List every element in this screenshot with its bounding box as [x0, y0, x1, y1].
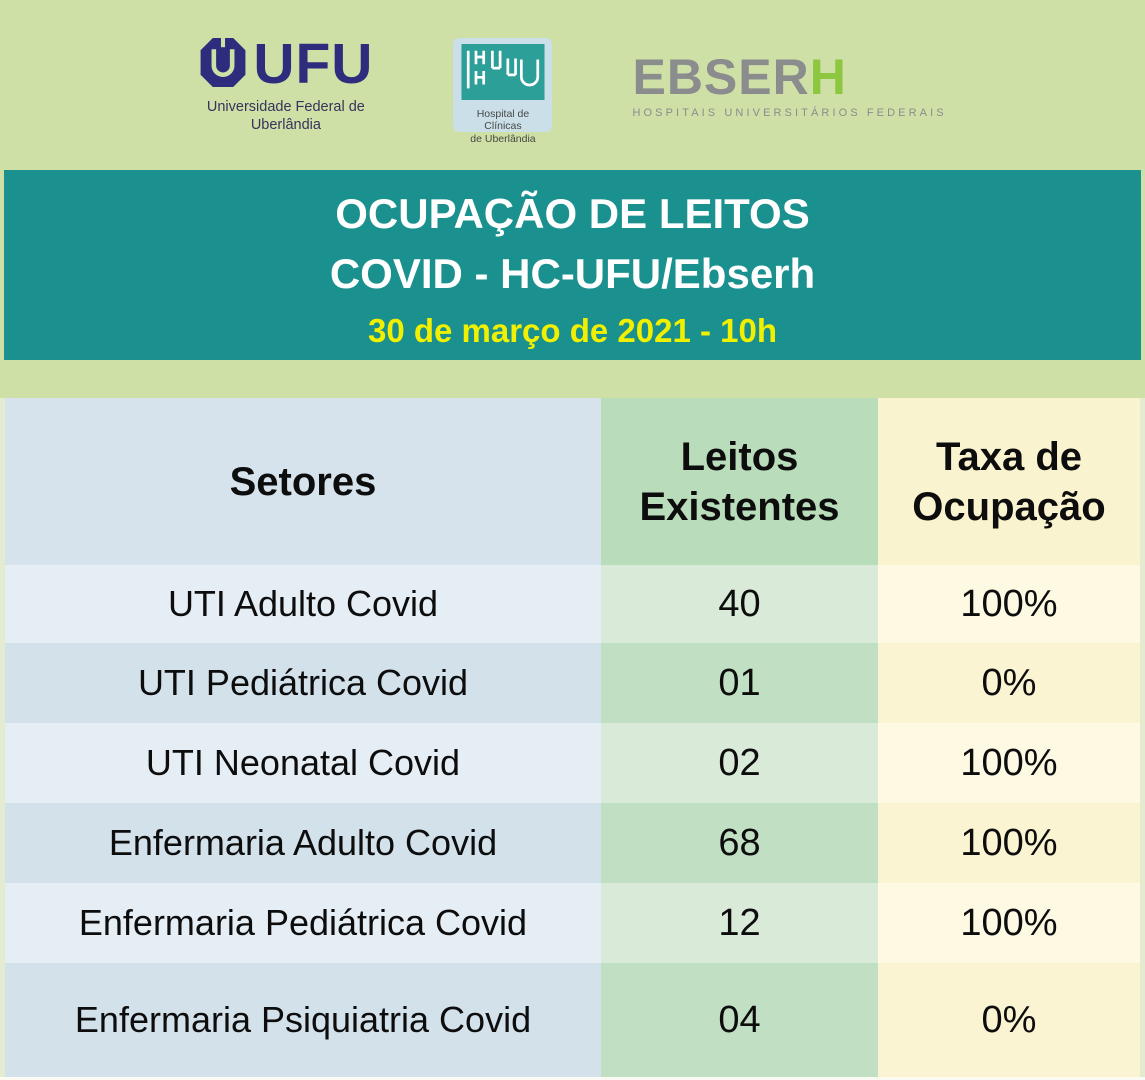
logo-header: UFU Universidade Federal de Uberlândia [0, 0, 1145, 170]
ebserh-tagline: HOSPITAIS UNIVERSITÁRIOS FEDERAIS [632, 106, 947, 119]
hc-logo: Hospital de Clínicas de Uberlândia [453, 38, 553, 145]
ufu-acronym: UFU [253, 32, 374, 97]
taxa-cell: 100% [878, 803, 1140, 883]
hc-caption-line1: Hospital de Clínicas [476, 108, 530, 133]
taxa-cell: 0% [878, 963, 1140, 1077]
setor-cell: Enfermaria Adulto Covid [5, 803, 601, 883]
setor-cell: UTI Pediátrica Covid [5, 643, 601, 723]
setor-cell: Enfermaria Psiquiatria Covid [5, 963, 601, 1077]
leitos-cell: 01 [601, 643, 878, 723]
ufu-logo: UFU Universidade Federal de Uberlândia [198, 36, 373, 134]
table-header-row: Setores Leitos Existentes Taxa de Ocupaç… [5, 398, 1140, 565]
table-row: UTI Pediátrica Covid 01 0% [5, 643, 1140, 723]
setor-cell: UTI Adulto Covid [5, 565, 601, 643]
bottom-edge [0, 1077, 1145, 1080]
header-taxa: Taxa de Ocupação [878, 398, 1140, 565]
header-leitos: Leitos Existentes [601, 398, 878, 565]
ebserh-name-green: H [809, 48, 847, 105]
taxa-cell: 100% [878, 883, 1140, 963]
table-row: UTI Neonatal Covid 02 100% [5, 723, 1140, 803]
taxa-cell: 100% [878, 565, 1140, 643]
ebserh-name-gray: EBSER [632, 48, 810, 105]
table-row: UTI Adulto Covid 40 100% [5, 565, 1140, 643]
taxa-cell: 100% [878, 723, 1140, 803]
leitos-cell: 04 [601, 963, 878, 1077]
ufu-caption-line2: Uberlândia [250, 117, 321, 133]
title-banner: OCUPAÇÃO DE LEITOS COVID - HC-UFU/Ebserh… [4, 170, 1141, 360]
table-row: Enfermaria Pediátrica Covid 12 100% [5, 883, 1140, 963]
leitos-cell: 68 [601, 803, 878, 883]
banner-title-line1: OCUPAÇÃO DE LEITOS [335, 190, 810, 237]
banner-date: 30 de março de 2021 - 10h [367, 312, 778, 349]
ufu-emblem-icon [198, 36, 248, 94]
leitos-cell: 40 [601, 565, 878, 643]
header-setores: Setores [5, 398, 601, 565]
occupancy-table: Setores Leitos Existentes Taxa de Ocupaç… [0, 398, 1145, 1077]
hc-caption-line2: de Uberlândia [470, 132, 536, 145]
table-row: Enfermaria Psiquiatria Covid 04 0% [5, 963, 1140, 1077]
table-row: Enfermaria Adulto Covid 68 100% [5, 803, 1140, 883]
banner-title-line2: COVID - HC-UFU/Ebserh [329, 250, 816, 297]
leitos-cell: 12 [601, 883, 878, 963]
setor-cell: UTI Neonatal Covid [5, 723, 601, 803]
taxa-cell: 0% [878, 643, 1140, 723]
hc-pattern-icon [460, 44, 546, 104]
ebserh-logo: EBSERH HOSPITAIS UNIVERSITÁRIOS FEDERAIS [632, 52, 946, 119]
ufu-caption-line1: Universidade Federal de [206, 98, 365, 115]
leitos-cell: 02 [601, 723, 878, 803]
setor-cell: Enfermaria Pediátrica Covid [5, 883, 601, 963]
spacer [0, 360, 1145, 398]
